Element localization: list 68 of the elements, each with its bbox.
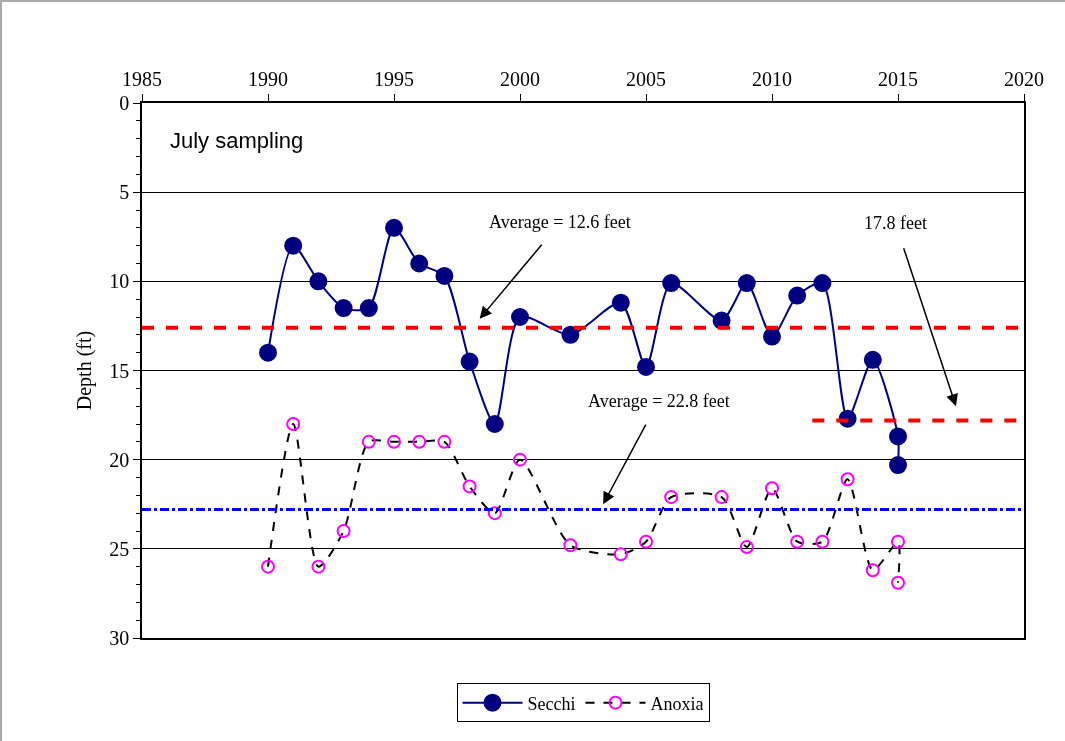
y-tick-label: 20 (109, 448, 130, 471)
y-tick-label: 5 (119, 181, 130, 204)
x-tick-label: 2005 (626, 68, 666, 91)
point (788, 286, 807, 305)
point (284, 236, 303, 255)
point (737, 274, 756, 293)
point (286, 417, 301, 431)
point (410, 254, 429, 273)
legend-label: Anoxia (650, 693, 704, 714)
y-tick-label: 25 (109, 537, 130, 560)
x-tick-label: 2015 (878, 68, 918, 91)
point (437, 434, 452, 449)
point (361, 434, 376, 449)
point (662, 274, 681, 293)
x-tick-label: 1990 (248, 68, 288, 91)
point (387, 434, 401, 449)
y-tick-label: 0 (119, 92, 130, 114)
point (639, 534, 653, 549)
point (765, 481, 779, 496)
point (891, 575, 905, 590)
point (840, 472, 855, 487)
point (611, 293, 630, 312)
point (790, 534, 805, 549)
point (863, 350, 882, 369)
x-tick-label: 2000 (500, 68, 540, 91)
point (714, 490, 729, 505)
point (336, 524, 351, 538)
ref-line-label: Average = 22.8 feet (588, 391, 730, 411)
point (739, 540, 754, 555)
x-tick-label: 1985 (122, 68, 162, 91)
point (460, 352, 479, 371)
point (412, 434, 427, 449)
point (385, 218, 403, 237)
y-tick-label: 15 (109, 359, 130, 382)
point (334, 299, 353, 318)
point (664, 490, 679, 505)
point (462, 479, 477, 494)
point (613, 547, 628, 562)
y-axis-title: Depth (ft) (73, 330, 97, 411)
y-tick-label: 10 (109, 270, 130, 293)
annotation: July sampling (170, 128, 304, 153)
point (259, 343, 277, 362)
point (485, 415, 504, 433)
x-tick-label: 1995 (374, 68, 414, 91)
point (311, 559, 326, 574)
point (487, 506, 502, 521)
point (637, 357, 655, 376)
point (309, 272, 328, 291)
legend-label: Secchi (527, 693, 576, 714)
point (815, 534, 830, 549)
point (813, 274, 832, 293)
point (865, 563, 880, 578)
point (889, 456, 907, 475)
x-tick-label: 2020 (1004, 68, 1044, 91)
ref-line-label: Average = 12.6 feet (489, 212, 631, 232)
point (513, 452, 527, 467)
y-tick-label: 30 (109, 627, 130, 649)
point (435, 266, 454, 285)
point (359, 299, 378, 318)
point (561, 325, 580, 344)
point (889, 427, 907, 446)
annotation: 17.8 feet (864, 213, 927, 233)
x-tick-label: 2010 (752, 68, 792, 91)
point (763, 327, 781, 346)
point (891, 534, 905, 549)
point (511, 308, 529, 326)
point (261, 559, 275, 574)
point (563, 538, 578, 553)
